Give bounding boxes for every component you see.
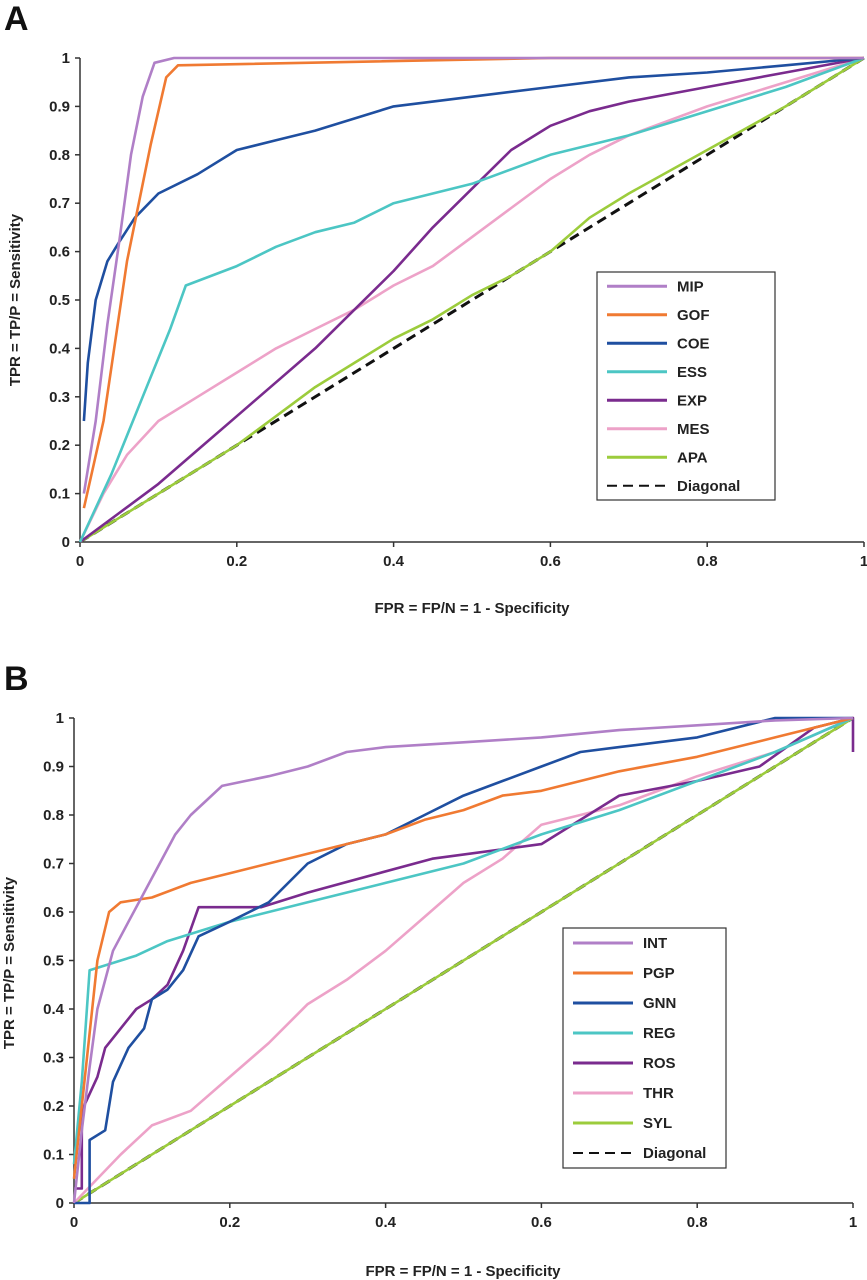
legend-label-thr: THR	[643, 1085, 674, 1102]
x-tick-label: 0.4	[375, 1214, 397, 1231]
y-tick-label: 0.9	[49, 98, 70, 115]
y-tick-label: 0.6	[49, 244, 70, 261]
y-tick-label: 0.2	[49, 437, 70, 454]
panel-a-letter: A	[4, 0, 29, 38]
x-tick-label: 0.2	[226, 553, 247, 570]
legend-label-syl: SYL	[643, 1115, 672, 1132]
legend-label-apa: APA	[677, 449, 708, 466]
x-tick-label: 1	[860, 553, 867, 570]
legend-box	[562, 927, 727, 1169]
series-line-exp	[79, 56, 865, 544]
y-tick-label: 0.5	[49, 292, 70, 309]
series-line-ros	[74, 716, 855, 1190]
panel-a-y-axis-label: TPR = TP/P = Sensitivity	[7, 213, 24, 386]
y-tick-label: 0.6	[43, 904, 64, 921]
panel-b-y-axis-label: TPR = TP/P = Sensitivity	[1, 876, 18, 1049]
panel-a-x-axis-label: FPR = FP/N = 1 - Specificity	[374, 600, 570, 617]
x-tick-label: 0.6	[540, 553, 561, 570]
panel-b-chart: B 0 0.2 0.4 0.6 0.8 1 0 0.1 0.2 0.3 0.4 0.5 0.6 0.7 0.…	[1, 660, 857, 1280]
panel-b-series	[72, 716, 855, 1205]
legend-label-diagonal: Diagonal	[677, 478, 740, 495]
series-line-pgp	[72, 716, 854, 1179]
series-line-thr	[73, 716, 854, 1204]
y-tick-label: 0	[62, 534, 70, 551]
y-tick-label: 0.8	[49, 147, 70, 164]
y-tick-label: 0.2	[43, 1098, 64, 1115]
legend-label-mip: MIP	[677, 278, 704, 295]
y-tick-label: 0.3	[43, 1050, 64, 1067]
series-line-apa	[79, 56, 865, 544]
panel-b-letter: B	[4, 660, 29, 698]
legend-label-pgp: PGP	[643, 965, 675, 982]
legend-label-ess: ESS	[677, 364, 707, 381]
legend-label-reg: REG	[643, 1025, 676, 1042]
series-line-ess	[78, 56, 865, 543]
y-tick-label: 0.1	[43, 1147, 64, 1164]
series-line-coe	[82, 56, 865, 422]
x-tick-label: 0.2	[219, 1214, 240, 1231]
legend-label-diagonal: Diagonal	[643, 1145, 706, 1162]
series-line-mip	[82, 56, 864, 494]
legend-label-int: INT	[643, 935, 667, 952]
x-tick-label: 0.8	[697, 553, 718, 570]
series-line-int	[72, 716, 854, 1204]
x-tick-label: 0.6	[531, 1214, 552, 1231]
panel-b-axes: 0 0.2 0.4 0.6 0.8 1 0 0.1 0.2 0.3 0.4 0.5 0.6 0.7 0.8 0…	[43, 710, 857, 1231]
x-tick-label: 0.4	[383, 553, 405, 570]
y-tick-label: 0.9	[43, 759, 64, 776]
legend-label-coe: COE	[677, 335, 710, 352]
panel-a-series	[78, 56, 865, 544]
series-line-reg	[72, 716, 854, 1165]
panel-a-chart: A 0 0.2 0.4 0.6 0.8 1 0 0.1 0.2 0.3 0.4 0.5 0.6 0.7 0.…	[4, 0, 867, 617]
y-tick-label: 0	[56, 1195, 64, 1212]
y-tick-label: 0.5	[43, 953, 64, 970]
legend-label-gof: GOF	[677, 307, 710, 324]
y-tick-label: 0.7	[49, 195, 70, 212]
y-tick-label: 1	[62, 50, 70, 67]
x-tick-label: 0	[76, 553, 84, 570]
y-tick-label: 0.4	[49, 340, 71, 357]
y-tick-label: 0.4	[43, 1001, 65, 1018]
legend-label-exp: EXP	[677, 392, 707, 409]
legend-label-gnn: GNN	[643, 995, 676, 1012]
y-tick-label: 1	[56, 710, 64, 727]
panel-b-legend: INT PGP GNN REG ROS THR SYL Diagonal	[562, 927, 727, 1169]
panel-a-axes: 0 0.2 0.4 0.6 0.8 1 0 0.1 0.2 0.3 0.4 0.5 0.6 0.7 0.8 0…	[49, 50, 867, 570]
y-tick-label: 0.7	[43, 856, 64, 873]
y-tick-label: 0.3	[49, 389, 70, 406]
panel-a-legend: MIP GOF COE ESS EXP MES APA Diagonal	[596, 271, 776, 501]
series-line-gnn	[74, 716, 853, 1205]
series-line-syl	[73, 716, 854, 1205]
legend-box	[596, 271, 776, 501]
x-tick-label: 0	[70, 1214, 78, 1231]
legend-label-mes: MES	[677, 421, 710, 438]
panel-b-x-axis-label: FPR = FP/N = 1 - Specificity	[365, 1263, 561, 1280]
x-tick-label: 0.8	[687, 1214, 708, 1231]
legend-label-ros: ROS	[643, 1055, 676, 1072]
x-tick-label: 1	[849, 1214, 857, 1231]
y-tick-label: 0.8	[43, 807, 64, 824]
y-tick-label: 0.1	[49, 486, 70, 503]
